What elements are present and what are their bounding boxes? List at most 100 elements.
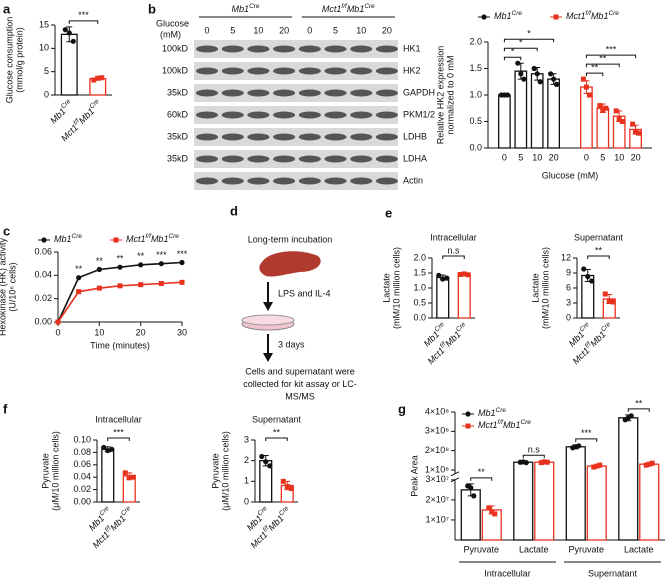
data-point bbox=[518, 71, 524, 77]
data-point bbox=[457, 272, 463, 277]
data-point bbox=[636, 130, 642, 136]
y-tick-label: 2 bbox=[244, 455, 249, 465]
result-label: MS/MS bbox=[285, 391, 315, 401]
y-tick-label: 1.5 bbox=[469, 63, 482, 73]
panel-letter: f bbox=[3, 401, 8, 416]
blot-band bbox=[247, 155, 270, 163]
blot-band bbox=[247, 89, 270, 97]
lane-label: 0 bbox=[307, 25, 312, 35]
legend-marker bbox=[41, 237, 47, 243]
blot-band bbox=[350, 89, 373, 97]
x-tick-label-part: Cre bbox=[579, 321, 592, 334]
data-point bbox=[523, 460, 529, 466]
legend-label-part: Cre bbox=[72, 233, 83, 240]
data-point bbox=[633, 129, 639, 135]
chart-title: Supernatant bbox=[574, 232, 624, 242]
result-label: Cells and supernatant were bbox=[245, 366, 355, 376]
legend-label-part: Mct1 bbox=[126, 234, 146, 244]
y-tick-label: 1.0 bbox=[469, 89, 482, 99]
y-tick-label: 5 bbox=[44, 66, 49, 76]
x-tick-label: 0 bbox=[55, 327, 60, 337]
data-point bbox=[62, 27, 68, 33]
data-point bbox=[486, 505, 492, 511]
significance-label: * bbox=[511, 47, 515, 57]
lane-label: 20 bbox=[382, 25, 392, 35]
y-axis-label: (μM/10 million cells) bbox=[50, 431, 60, 511]
x-tick-label-part: f/f bbox=[584, 340, 594, 350]
protein-label: Actin bbox=[403, 175, 423, 185]
significance-bracket bbox=[503, 47, 538, 52]
significance-label: *** bbox=[581, 428, 592, 438]
blot-band bbox=[221, 89, 244, 97]
lane-label: 20 bbox=[279, 25, 289, 35]
x-tick-label-part: Cre bbox=[60, 98, 73, 111]
blot-band bbox=[375, 67, 398, 75]
data-point bbox=[643, 462, 649, 468]
data-point bbox=[544, 459, 550, 465]
x-tick-label-part: Cre bbox=[434, 321, 447, 334]
data-point bbox=[613, 108, 619, 114]
y-tick-label: 0.04 bbox=[73, 472, 91, 482]
x-tick-label: 0 bbox=[584, 152, 589, 162]
data-point bbox=[521, 76, 527, 82]
legend-marker bbox=[465, 423, 471, 429]
panel-letter: b bbox=[148, 1, 156, 16]
data-point bbox=[630, 121, 636, 127]
data-point bbox=[263, 459, 269, 465]
legend-label-part: Cre bbox=[168, 233, 179, 240]
blot-band bbox=[196, 45, 218, 53]
data-point bbox=[538, 460, 544, 466]
significance-label: ** bbox=[137, 251, 145, 261]
data-point bbox=[280, 478, 286, 484]
y-tick-label: 3 bbox=[244, 434, 249, 444]
protein-label: PKM1/2 bbox=[403, 109, 435, 119]
blot-band bbox=[196, 177, 218, 185]
data-point bbox=[138, 262, 144, 268]
blot-band bbox=[298, 67, 321, 75]
data-point bbox=[581, 266, 587, 272]
legend-label-part: Mb1 bbox=[503, 420, 521, 430]
blot-group-label-part: Cre bbox=[249, 3, 260, 10]
y-axis-label: Glucose consumption bbox=[4, 17, 14, 104]
data-point bbox=[76, 289, 82, 295]
significance-label: n.s bbox=[528, 445, 541, 455]
data-point bbox=[619, 119, 625, 124]
size-marker: 35kD bbox=[167, 87, 189, 97]
glucose-label: (mM) bbox=[160, 29, 181, 39]
x-tick-label-part: f/f bbox=[104, 524, 114, 534]
blot-band bbox=[324, 111, 347, 119]
y-tick-label: 15 bbox=[39, 19, 49, 29]
legend-label: Mct1f/fMb1Cre bbox=[566, 10, 619, 21]
significance-bracket bbox=[503, 38, 555, 43]
bar bbox=[534, 461, 555, 541]
y-tick-label: 1×10⁷ bbox=[425, 514, 449, 524]
blot-band bbox=[375, 177, 398, 185]
panel-letter: a bbox=[3, 1, 11, 16]
legend-marker bbox=[481, 14, 487, 20]
legend-marker bbox=[113, 237, 119, 243]
blot-group-label-part: Mb1 bbox=[232, 4, 250, 14]
data-point bbox=[259, 453, 265, 460]
y-tick-label: 0.02 bbox=[73, 484, 91, 494]
significance-label: *** bbox=[113, 427, 124, 437]
data-point bbox=[179, 279, 185, 285]
y-axis-label: (mmol/g protein) bbox=[14, 27, 24, 93]
panel-letter: e bbox=[385, 205, 392, 220]
legend-label-part: Mct1 bbox=[566, 11, 586, 21]
group-label: Intracellular bbox=[484, 568, 531, 578]
legend-label-part: f/f bbox=[146, 233, 153, 240]
culture-dish-top bbox=[241, 314, 295, 326]
size-marker: 100kD bbox=[162, 65, 189, 75]
data-point bbox=[76, 275, 82, 281]
data-point bbox=[589, 278, 595, 284]
legend-label-part: Cre bbox=[608, 10, 619, 17]
significance-bracket bbox=[522, 454, 545, 459]
blot-group-label-part: f/f bbox=[341, 3, 348, 10]
blot-band bbox=[350, 155, 373, 163]
blot-band bbox=[196, 67, 218, 75]
data-point bbox=[96, 285, 102, 291]
legend-label-part: Cre bbox=[496, 407, 507, 414]
y-tick-label: 2.0 bbox=[413, 252, 426, 262]
y-tick-label: 3×10⁷ bbox=[425, 474, 449, 484]
